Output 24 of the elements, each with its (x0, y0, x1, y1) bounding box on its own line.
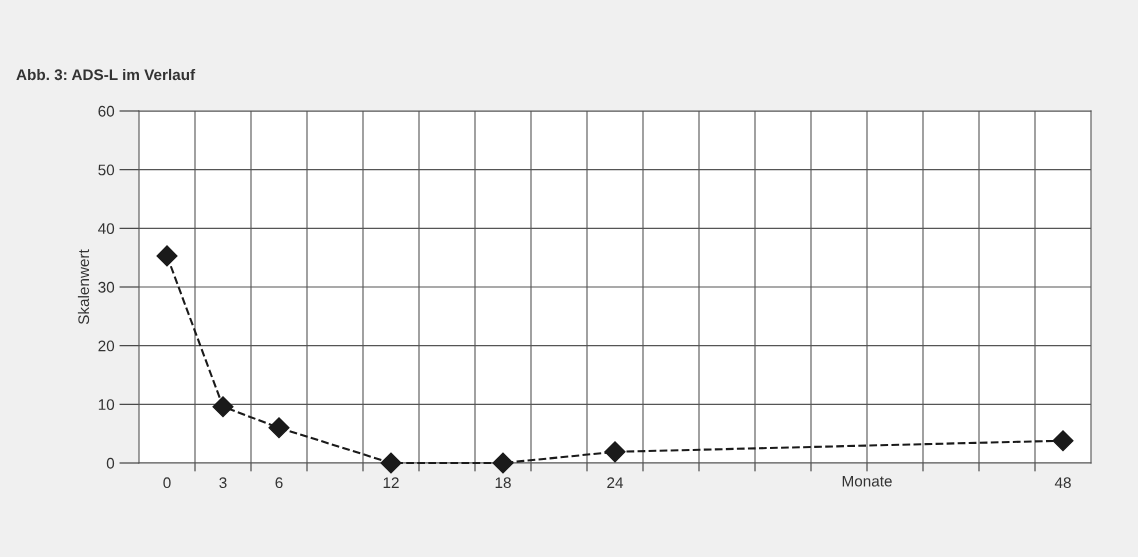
point (492, 452, 514, 474)
point (1052, 430, 1074, 452)
y-tick-label: 30 (98, 281, 115, 293)
y-tick-label: 0 (106, 457, 115, 469)
x-tick-label: 18 (495, 477, 511, 489)
y-tick-label: 20 (98, 340, 115, 352)
x-tick-label: 24 (607, 477, 624, 488)
y-tick-label: 10 (98, 399, 115, 411)
point (380, 452, 402, 474)
y-tick-label: 50 (98, 164, 115, 176)
point (156, 245, 178, 267)
point (604, 441, 626, 463)
x-tick-label: 3 (219, 477, 227, 489)
y-tick-label: 60 (98, 105, 115, 117)
x-tick-label: 12 (383, 477, 399, 488)
point (268, 417, 290, 439)
x-tick-label: 0 (163, 477, 171, 489)
point (212, 396, 234, 418)
x-axis-title: Monate (842, 475, 892, 487)
y-axis-title: Skalenwert (77, 249, 90, 325)
chart-title: Abb. 3: ADS-L im Verlauf (16, 68, 196, 81)
x-tick-label: 48 (1054, 477, 1071, 489)
x-tick-label: 6 (275, 477, 283, 489)
y-tick-label: 40 (98, 223, 115, 235)
